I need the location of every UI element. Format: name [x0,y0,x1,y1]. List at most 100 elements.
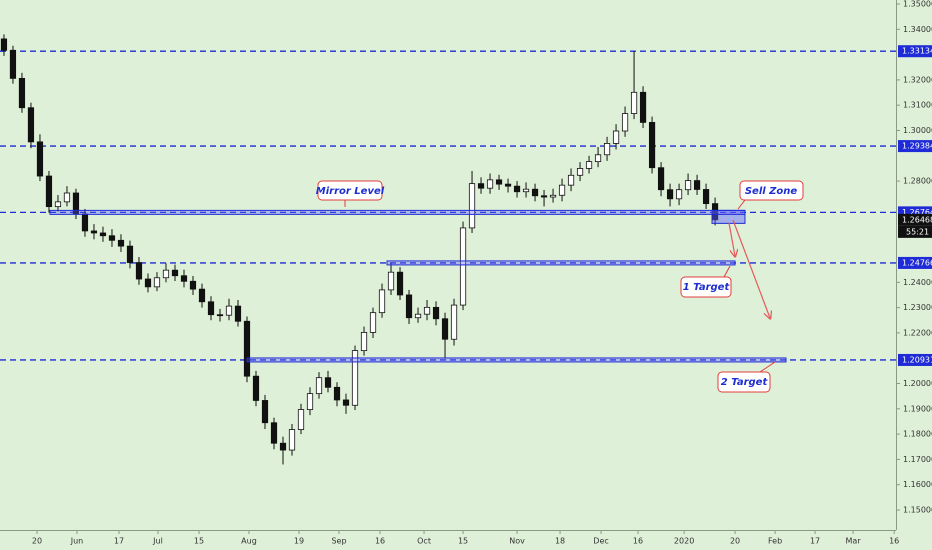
candle-body [225,305,233,316]
candle-body [387,271,395,291]
x-tick-label: 20 [730,537,740,546]
candle-body [630,91,638,114]
candle-body [252,375,260,401]
candle-body [639,91,647,123]
candle-body [324,377,332,388]
y-tick-label: 1.23000 [903,303,932,312]
y-tick-label: 1.18000 [903,430,932,439]
level-label-box [898,140,932,153]
candle-body [54,201,62,208]
level-label-box [898,353,932,366]
x-tick-label: Mar [846,537,862,546]
y-tick-label: 1.32000 [903,75,932,84]
candle-body [342,399,350,406]
candle-body [477,183,485,189]
candle-body [180,275,188,282]
callout-box [680,276,732,298]
candle-body [153,277,161,288]
candle-body [603,143,611,156]
candle-body [666,189,674,200]
candle-body [297,409,305,430]
candles [0,34,719,465]
x-tick-label: 16 [889,537,899,546]
candle-body [207,301,215,316]
candle-body [468,183,476,229]
candle-body [675,189,683,200]
candle-body [234,305,242,322]
x-tick-label: Oct [417,537,431,546]
candle-body [648,122,656,169]
candle-body [270,422,278,444]
level-label: 1.29384 [902,142,932,151]
x-tick-label: 15 [458,537,468,546]
candle-body [27,107,35,143]
y-tick-label: 1.30000 [903,126,932,135]
candle-body [558,184,566,196]
y-tick-label: 1.22000 [903,328,932,337]
candle-body [567,174,575,186]
y-tick-label: 1.19000 [903,404,932,413]
level-label-box [898,45,932,58]
x-tick-label: 15 [194,537,204,546]
annotation: 2 Target [721,377,769,388]
candle-body [405,294,413,319]
candle-body [576,168,584,176]
level-label: 1.26764 [902,208,932,217]
x-tick-label: Aug [241,537,257,546]
candle-body [612,130,620,144]
candle-body [216,314,224,317]
axes: 1.35000 1.34000 1.32000 1.31000 1.30000 1.280… [32,0,932,546]
candle-body [423,306,431,315]
countdown-box [898,225,932,238]
arrow [728,222,735,256]
drawings: Mirror Level Sell Zone 1 Target 2 Target [49,180,804,393]
candle-body [243,320,251,377]
y-tick-label: 1.16000 [903,480,932,489]
callout-box [739,180,804,201]
x-tick-label: Jun [70,537,84,546]
candle-body [495,179,503,185]
y-tick-label: 1.15000 [903,506,932,515]
candle-body [585,161,593,169]
level-label: 1.33134 [902,47,932,56]
candle-body [333,386,341,401]
candle-body [117,239,125,247]
x-tick-label: 18 [555,537,565,546]
y-tick-label: 1.28000 [903,177,932,186]
candle-body [315,377,323,395]
candle-body [396,271,404,296]
candle-body [135,262,143,280]
x-tick-label: 17 [114,537,124,546]
level-label: 1.24766 [902,258,932,267]
candle-body [198,288,206,303]
candle-body [108,235,116,241]
mirror-zone [49,209,746,215]
candle-body [702,189,710,205]
candle-body [693,180,701,190]
arrow [732,219,770,318]
x-tick-label: Sep [331,537,346,546]
x-tick-label: Dec [593,537,608,546]
callout-pointer [723,265,731,278]
y-tick-label: 1.34000 [903,25,932,34]
level-label-box [898,256,932,269]
x-tick-label: 17 [810,537,820,546]
candle-body [81,213,89,232]
y-tick-label: 1.17000 [903,455,932,464]
candle-body [486,179,494,189]
candle-body [369,312,377,333]
candle-body [45,175,53,208]
candle-body [171,269,179,277]
candle-body [63,192,71,203]
candle-body [432,306,440,320]
candle-body [189,280,197,290]
candle-body [594,154,602,163]
candle-body [162,269,170,279]
candle-body [279,442,287,451]
x-tick-label: Nov [509,537,525,546]
x-tick-label: 16 [633,537,643,546]
callout-box [317,180,383,201]
x-tick-label: 19 [294,537,304,546]
